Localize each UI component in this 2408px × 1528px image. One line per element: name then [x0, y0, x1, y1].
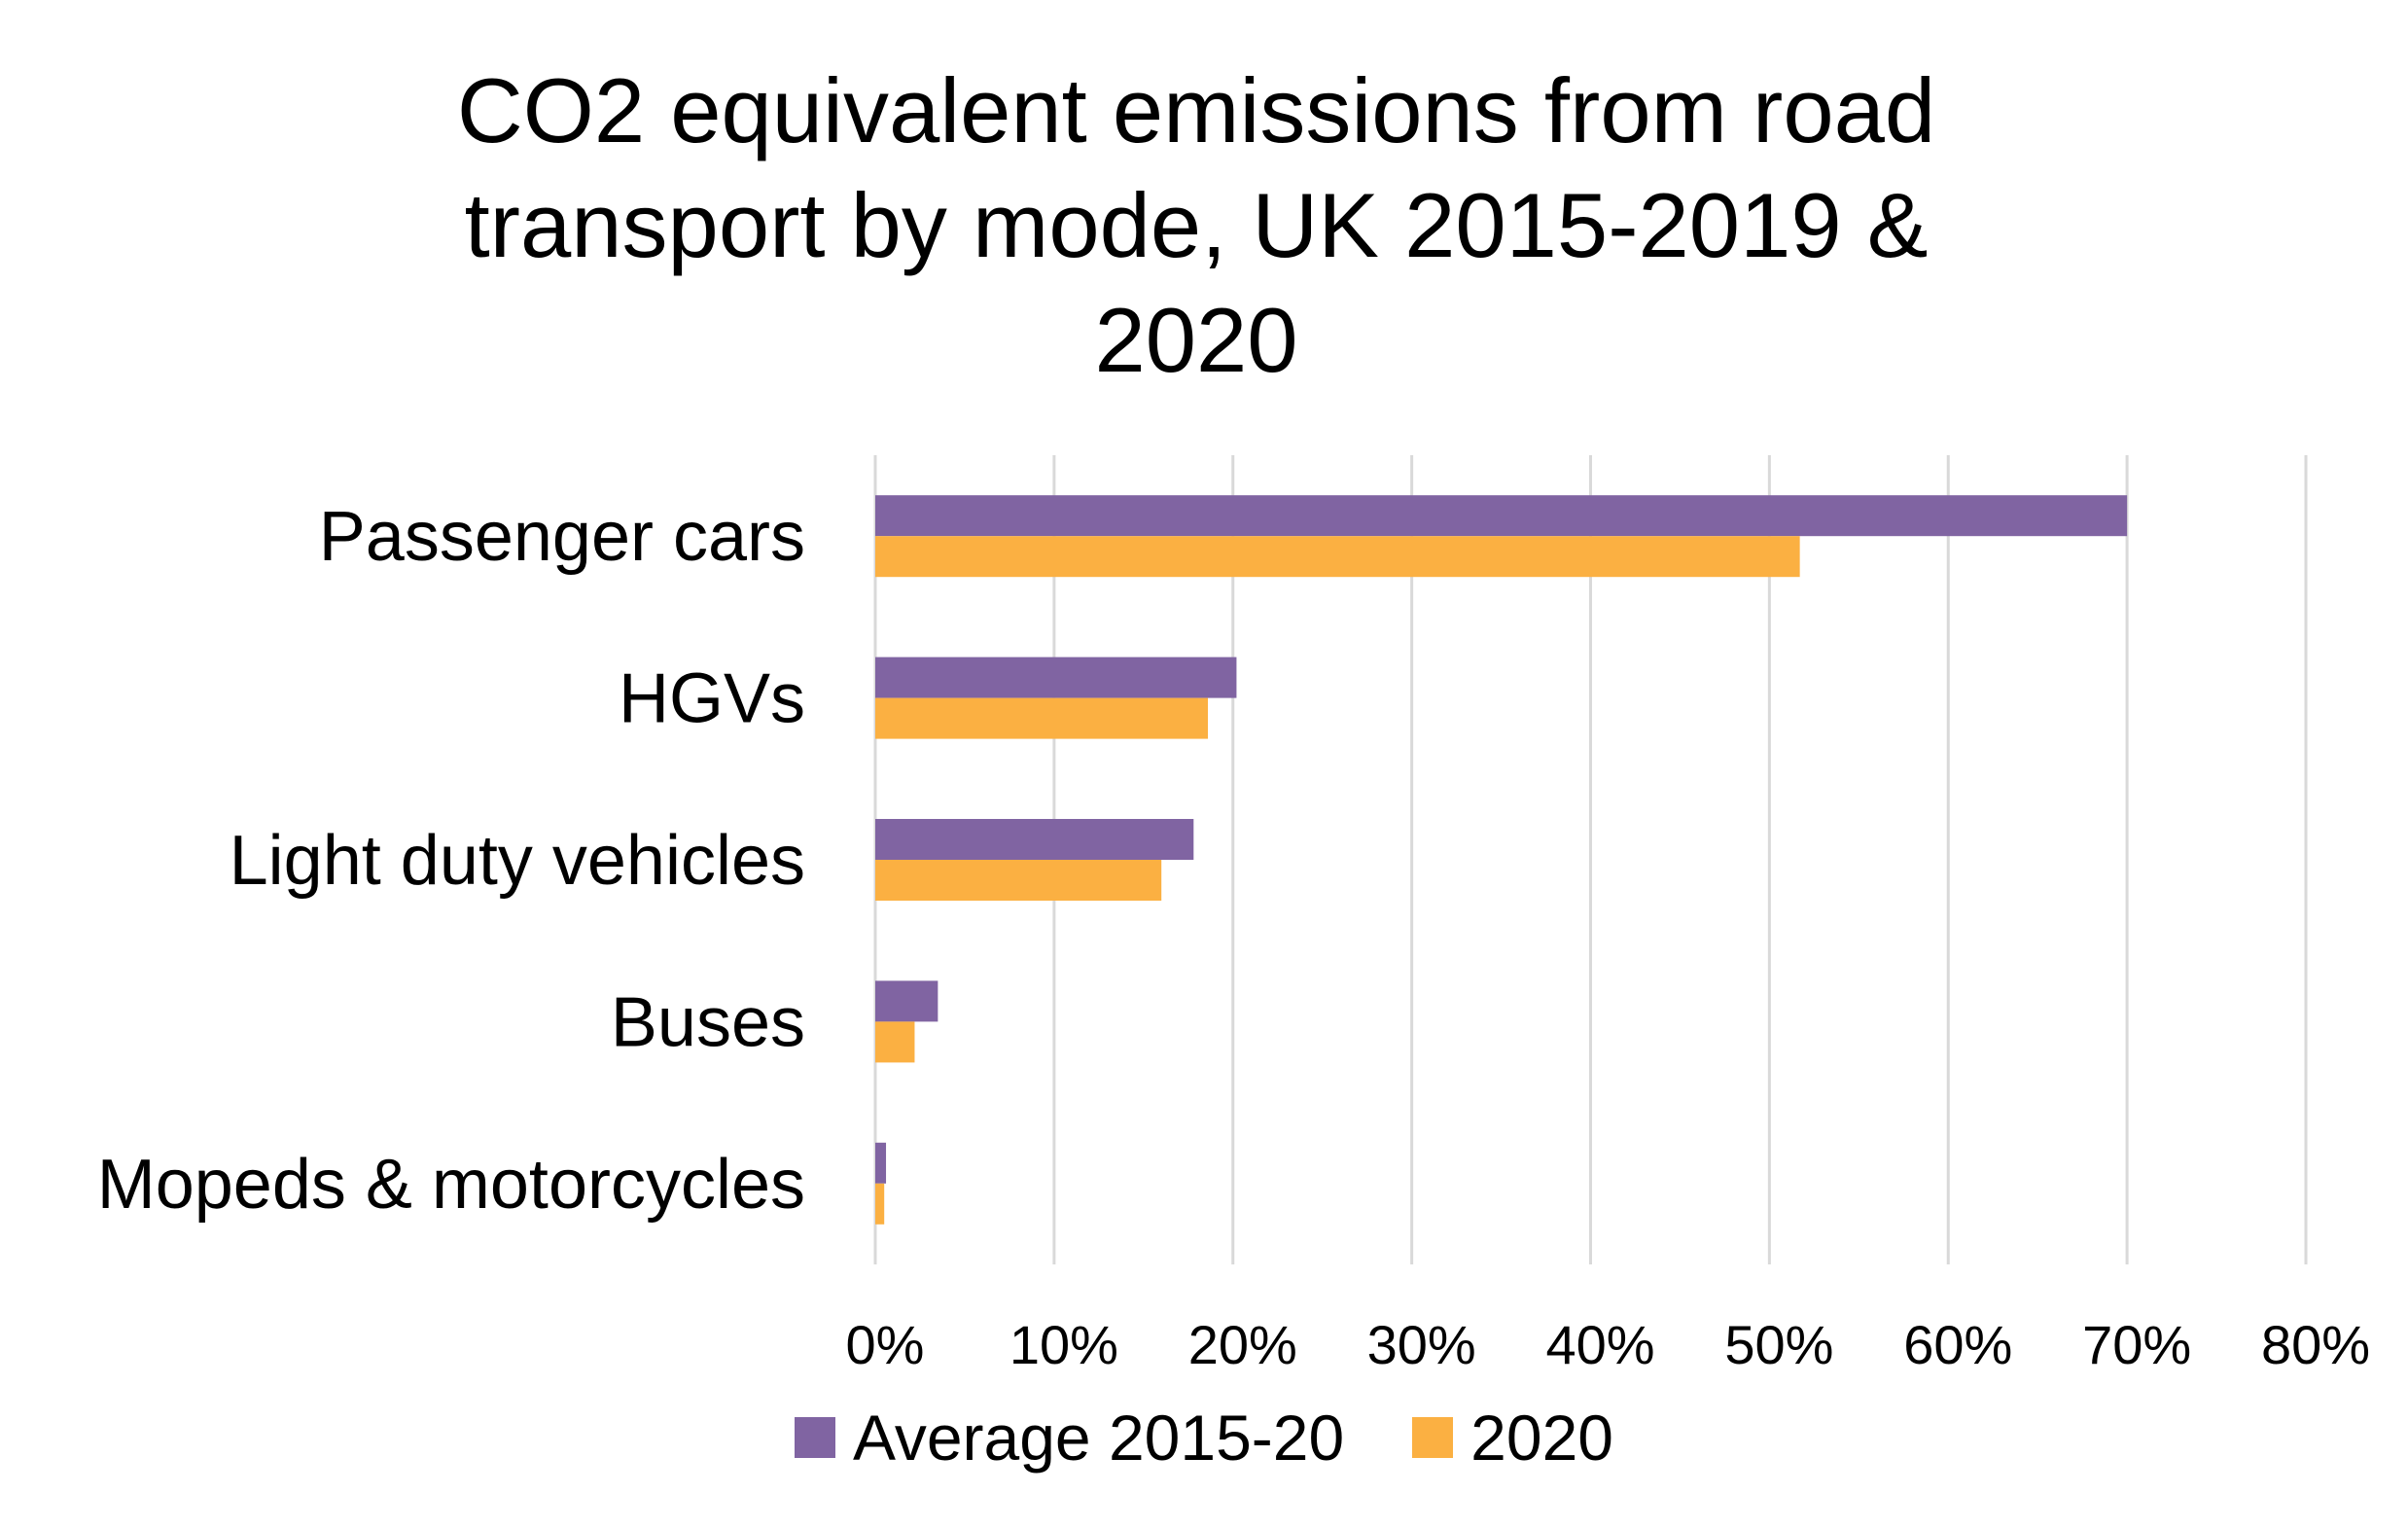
x-tick-label: 60% [1903, 1314, 2012, 1375]
bar-2020 [875, 1183, 885, 1225]
bar-average [875, 657, 1237, 698]
category-label: Mopeds & motorcycles [97, 1146, 805, 1224]
x-tick-labels: 0% 10% 20% 30% 40% 50% 60% 70% 80% [846, 1314, 2371, 1375]
chart-title-line-2: transport by mode, UK 2015-2019 & [464, 174, 1929, 276]
legend-swatch-2020 [1412, 1417, 1454, 1458]
bars [875, 495, 2128, 1225]
legend-item-2020: 2020 [1412, 1401, 1613, 1475]
category-labels: Passenger cars HGVs Light duty vehicles Bus… [97, 498, 805, 1224]
bar-2020 [875, 536, 1800, 578]
chart-title-line-1: CO2 equivalent emissions from road [456, 59, 1936, 161]
bar-average [875, 1142, 887, 1184]
bar-2020 [875, 1021, 915, 1063]
x-tick-label: 0% [846, 1314, 925, 1375]
category-label: Light duty vehicles [230, 822, 805, 900]
bar-2020 [875, 697, 1209, 739]
x-tick-label: 80% [2261, 1314, 2370, 1375]
legend-swatch-average [794, 1417, 835, 1458]
legend-label-average: Average 2015-20 [852, 1402, 1345, 1474]
x-tick-label: 10% [1009, 1314, 1118, 1375]
x-tick-label: 20% [1188, 1314, 1297, 1375]
x-tick-label: 30% [1367, 1314, 1476, 1375]
chart-title-line-3: 2020 [1094, 289, 1298, 391]
bar-average [875, 819, 1194, 860]
legend-item-average: Average 2015-20 [794, 1401, 1345, 1475]
x-tick-label: 70% [2082, 1314, 2191, 1375]
x-tick-label: 50% [1724, 1314, 1833, 1375]
x-tick-label: 40% [1545, 1314, 1654, 1375]
chart-title: CO2 equivalent emissions from road trans… [175, 53, 2217, 398]
bar-average [875, 495, 2128, 537]
gridlines [873, 455, 2308, 1264]
legend-label-2020: 2020 [1470, 1402, 1613, 1474]
bar-average [875, 980, 938, 1022]
category-label: HGVs [619, 660, 805, 738]
category-label: Buses [611, 983, 805, 1061]
bar-2020 [875, 860, 1162, 901]
legend: Average 2015-20 2020 [0, 1401, 2408, 1475]
category-label: Passenger cars [319, 498, 805, 576]
